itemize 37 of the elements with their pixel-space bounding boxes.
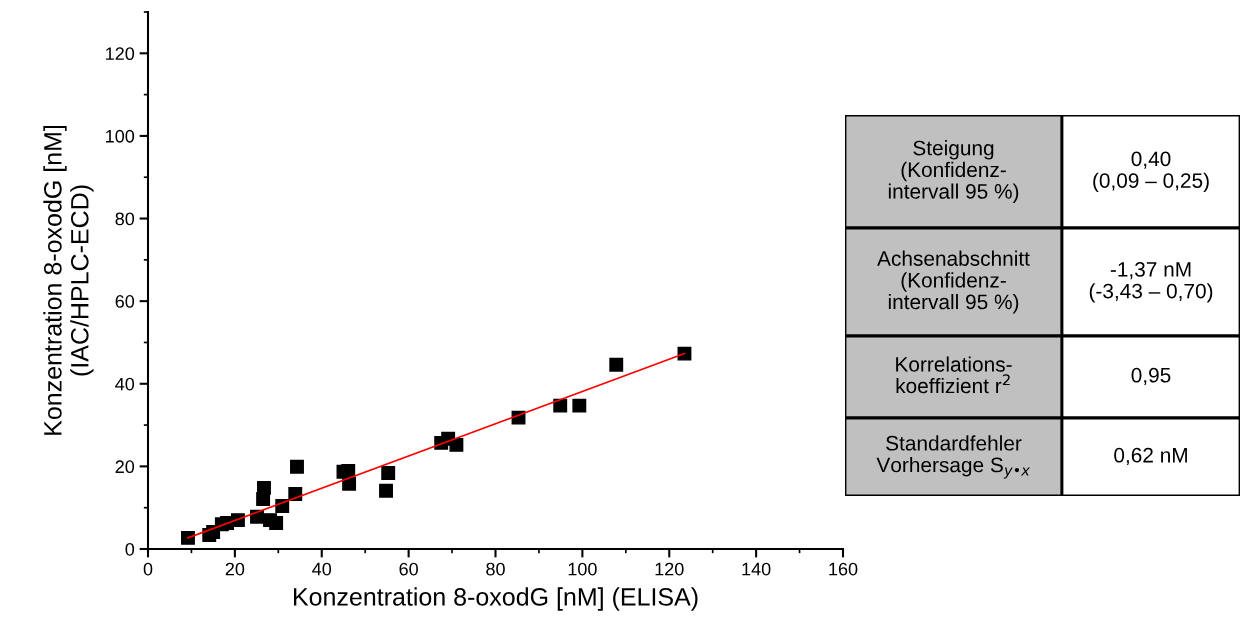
point [572, 398, 587, 413]
x-tick-label: 20 [225, 562, 245, 576]
text: Achsenabschnitt (Konfidenz- intervall 95 %) [877, 250, 1030, 314]
point [381, 466, 396, 480]
point [269, 516, 284, 530]
text: -1,37 nM (-3,43 – 0,70) [1089, 262, 1213, 303]
point [341, 463, 356, 478]
text: 0,62 nM [1114, 447, 1187, 466]
point [449, 437, 464, 452]
point [257, 480, 271, 495]
x-axis-title: Konzentration 8-oxodG [nM] (ELISA) [293, 587, 698, 611]
x-tick-label: 160 [829, 562, 858, 576]
point [379, 483, 393, 498]
y-axis-title: Konzentration 8-oxodG [nM] (IAC/HPLC-ECD) [43, 125, 94, 435]
text: Steigung (Konfidenz- intervall 95 %) [888, 140, 1019, 203]
text: Korrelations- koeffizient r$^{2}$ [896, 356, 1012, 394]
text: 0,40 (0,09 – 0,25) [1093, 151, 1209, 193]
x-tick-label: 0 [143, 562, 153, 576]
point [290, 459, 304, 474]
y-tick-label: 0 [125, 542, 135, 556]
text: 0,95 [1131, 367, 1171, 386]
point [553, 398, 568, 413]
point [181, 530, 195, 545]
y-tick-label: 100 [106, 129, 135, 143]
text: Standardfehler Vorhersage S$_{y•x}$ [876, 435, 1030, 479]
x-tick-label: 140 [742, 562, 771, 576]
y-tick-label: 80 [115, 212, 135, 226]
x-tick-label: 80 [486, 562, 505, 576]
y-tick-label: 40 [115, 377, 135, 391]
x-tick-label: 40 [312, 562, 332, 576]
x-tick-label: 60 [399, 562, 418, 576]
point [609, 357, 624, 372]
x-tick-label: 120 [655, 562, 684, 576]
x-tick-label: 100 [568, 562, 597, 576]
y-tick-label: 120 [106, 47, 135, 61]
y-tick-label: 20 [115, 460, 135, 474]
y-tick-label: 60 [115, 295, 135, 308]
